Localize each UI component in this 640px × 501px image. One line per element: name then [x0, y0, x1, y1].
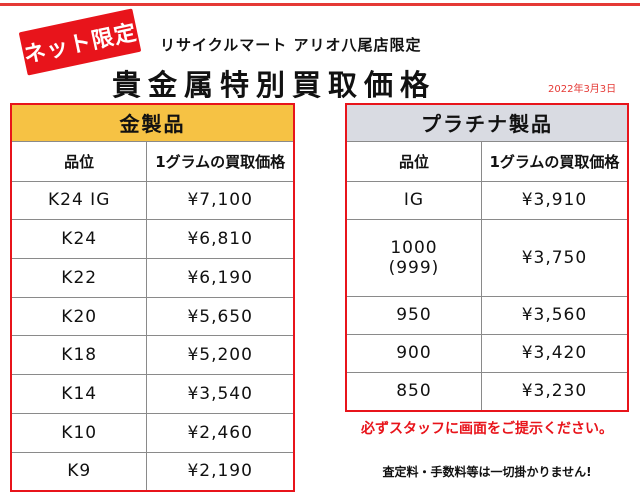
no-fees-note: 査定料・手数料等は一切掛かりません! — [382, 465, 592, 479]
platinum-grade: 1000 — [390, 237, 438, 258]
platinum-grade: 950 — [347, 295, 482, 335]
platinum-col-grade: 品位 — [347, 140, 482, 182]
gold-price: ¥7,100 — [146, 180, 293, 221]
platinum-price: ¥3,750 — [480, 218, 627, 297]
price-date: 2022年3月3日 — [548, 84, 617, 95]
gold-price: ¥3,540 — [146, 374, 293, 414]
platinum-price: ¥3,910 — [480, 180, 627, 220]
table-row: 850 ¥3,230 — [347, 371, 627, 410]
gold-grade: K22 — [12, 257, 148, 298]
gold-grade: K24 IG — [12, 180, 148, 221]
platinum-grade-cell: 1000 (999) — [347, 218, 482, 297]
gold-price-table: 金製品 品位 1グラムの買取価格 K24 IG ¥7,100 K24 ¥6,81… — [10, 103, 295, 492]
gold-price: ¥5,650 — [146, 296, 293, 337]
table-row: 1000 (999) ¥3,750 — [347, 218, 627, 297]
table-row: K14 ¥3,540 — [12, 374, 293, 414]
platinum-price: ¥3,560 — [480, 295, 627, 335]
table-row: K24 ¥6,810 — [12, 219, 293, 259]
top-divider-line — [0, 3, 640, 6]
gold-price: ¥2,460 — [146, 412, 293, 453]
gold-grade: K18 — [12, 335, 148, 376]
table-row: K18 ¥5,200 — [12, 335, 293, 376]
gold-price: ¥6,190 — [146, 257, 293, 298]
gold-col-price: 1グラムの買取価格 — [146, 140, 293, 182]
platinum-grade: IG — [347, 180, 482, 220]
table-row: 950 ¥3,560 — [347, 295, 627, 335]
platinum-col-price: 1グラムの買取価格 — [480, 140, 627, 182]
table-row: K10 ¥2,460 — [12, 412, 293, 453]
gold-grade: K14 — [12, 374, 148, 414]
gold-grade: K20 — [12, 296, 148, 337]
platinum-grade: 900 — [347, 333, 482, 373]
store-name: リサイクルマート アリオ八尾店限定 — [160, 36, 422, 54]
page-title: 貴金属特別買取価格 — [112, 68, 437, 102]
table-row: K22 ¥6,190 — [12, 257, 293, 298]
table-row: K24 IG ¥7,100 — [12, 180, 293, 221]
gold-price: ¥2,190 — [146, 451, 293, 490]
platinum-price-table: プラチナ製品 品位 1グラムの買取価格 IG ¥3,910 1000 (999)… — [345, 103, 629, 412]
gold-grade: K24 — [12, 219, 148, 259]
gold-price: ¥5,200 — [146, 335, 293, 376]
gold-table-header: 金製品 — [12, 105, 293, 142]
show-screen-notice: 必ずスタッフに画面をご提示ください。 — [361, 421, 613, 437]
platinum-table-header: プラチナ製品 — [347, 105, 627, 142]
gold-grade: K10 — [12, 412, 148, 453]
platinum-price: ¥3,230 — [480, 371, 627, 410]
platinum-grade: 850 — [347, 371, 482, 410]
platinum-price: ¥3,420 — [480, 333, 627, 373]
table-row: K9 ¥2,190 — [12, 451, 293, 490]
gold-grade: K9 — [12, 451, 148, 490]
table-row: IG ¥3,910 — [347, 180, 627, 220]
gold-col-grade: 品位 — [12, 140, 148, 182]
table-row: 900 ¥3,420 — [347, 333, 627, 373]
platinum-grade-sub: (999) — [388, 257, 440, 278]
table-row: K20 ¥5,650 — [12, 296, 293, 337]
gold-price: ¥6,810 — [146, 219, 293, 259]
